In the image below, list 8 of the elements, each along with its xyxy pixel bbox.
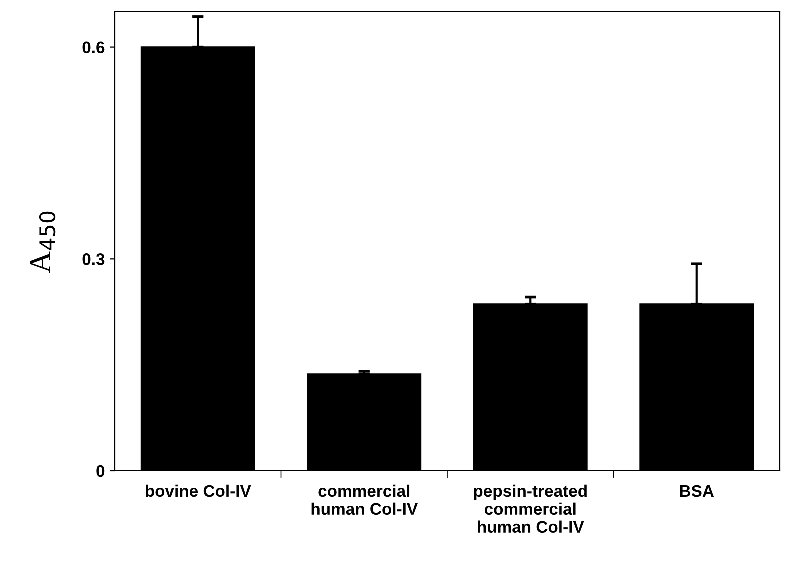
y-tick-label: 0 [96,465,105,478]
y-axis-title: A$_{450}$ [30,212,56,274]
x-tick-label: bovine Col-IV [146,484,252,498]
x-tick-label: pepsin-treated commercial human Col-IV [474,484,587,534]
x-tick-label: BSA [680,485,714,498]
y-tick-label: 0.3 [82,254,105,266]
x-tick-label: commercial human Col-IV [312,484,418,516]
y-tick-label: 0.6 [82,42,105,54]
